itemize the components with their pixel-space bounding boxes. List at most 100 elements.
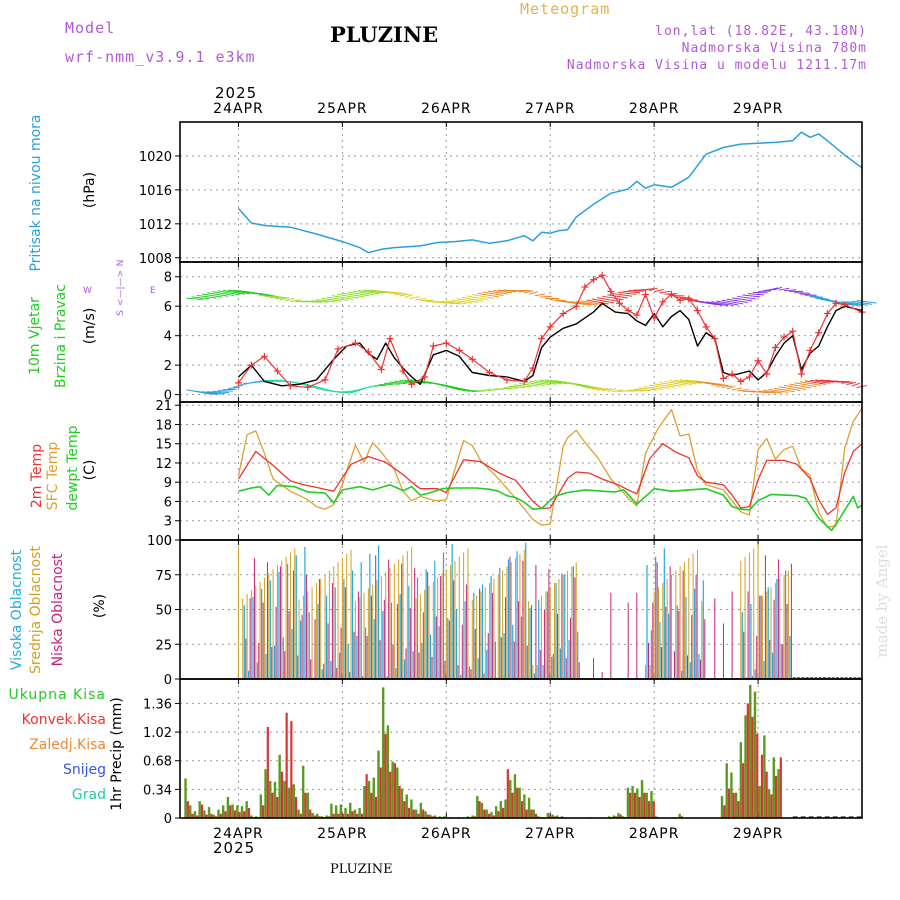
precip-bar-total <box>245 801 248 818</box>
precip-bar-conv <box>511 792 514 818</box>
wind-barb <box>544 379 568 385</box>
wind-gust-marker <box>520 377 528 385</box>
wind-barb <box>648 287 658 292</box>
wind-barb <box>196 390 218 395</box>
precip-bar-total <box>203 810 206 818</box>
wind-barb <box>342 292 365 298</box>
wind-barb <box>778 386 801 392</box>
wind-barb <box>217 390 233 392</box>
legend-total-rain: Ukupna Kisa <box>8 687 106 703</box>
wind-barb <box>539 379 562 385</box>
wind-gust-marker <box>572 302 580 310</box>
wind-barb <box>331 295 354 300</box>
wind-gust-marker <box>641 290 649 298</box>
precip-bar-total <box>749 684 752 818</box>
y-tick-label: 18 <box>155 418 172 433</box>
precip-bar-conv <box>262 805 265 818</box>
wind-barb <box>337 293 360 299</box>
precip-bar-conv <box>313 815 316 818</box>
wind-barb <box>654 288 664 293</box>
precip-bar-total <box>283 780 286 818</box>
day-label-bottom: 29APR <box>733 826 784 842</box>
precip-bar-total <box>250 815 253 818</box>
wind-barb <box>737 295 757 300</box>
wind-barb <box>607 294 628 299</box>
wind-barb <box>742 294 761 298</box>
precip-bar-conv <box>727 788 731 818</box>
wind-gust-marker <box>468 355 476 363</box>
wind-gust-marker <box>745 373 753 381</box>
y-tick-label: 0.68 <box>143 755 172 770</box>
precip-bar-total <box>466 816 470 818</box>
panel-1 <box>175 122 862 262</box>
wind-gust-marker <box>771 343 779 351</box>
precip-bar-total <box>264 769 267 818</box>
wind-barb <box>602 295 624 301</box>
precip-bar-conv <box>266 727 269 818</box>
precip-bar-total <box>367 780 371 818</box>
precip-bar-total <box>631 785 634 818</box>
wind-barb <box>612 389 624 393</box>
wind-barb <box>534 293 546 297</box>
wind-gust-marker <box>607 287 615 295</box>
precip-bar-conv <box>285 712 288 818</box>
precip-bar-total <box>560 816 564 818</box>
y-tick-label: 1008 <box>139 252 172 267</box>
wind-barb <box>446 300 467 305</box>
precip-bar-conv <box>393 763 396 818</box>
wind-barb <box>815 379 835 383</box>
precip-bar-conv <box>356 813 359 818</box>
precip-bar-total <box>226 796 230 818</box>
precip-bar-conv <box>742 763 745 818</box>
wind-gust-marker <box>650 314 658 322</box>
precip-bar-total <box>349 802 352 818</box>
wind-barb <box>487 290 508 295</box>
wind-barb <box>752 391 770 394</box>
wind-gust-marker <box>780 333 788 341</box>
wind-barb <box>773 387 795 393</box>
precip-bar-total <box>339 804 343 818</box>
precip-bar-conv <box>290 721 293 818</box>
wind-gust-marker <box>421 373 429 381</box>
precip-bar-conv <box>643 792 646 818</box>
wind-barb <box>773 286 783 291</box>
elevation-label: Nadmorska Visina 780m <box>681 41 867 56</box>
y-tick-label: 9 <box>164 476 172 491</box>
precip-bar-conv <box>647 801 651 818</box>
wind-barb <box>352 290 375 296</box>
wind-barb <box>228 386 240 390</box>
precip-bar-total <box>419 802 423 818</box>
panel-frame-5 <box>179 678 863 819</box>
precip-bar-total <box>777 769 780 818</box>
precip-bar-total <box>311 812 314 818</box>
wind-barb <box>628 290 644 292</box>
y-tick-label: 12 <box>155 457 172 472</box>
wind-barb <box>633 388 651 392</box>
precip-bar-conv <box>760 754 764 818</box>
precip-bar-conv <box>210 813 213 818</box>
wind-gust-marker <box>260 352 268 360</box>
precip-bar-total <box>767 789 771 818</box>
precip-bar-conv <box>243 811 246 818</box>
wind-barb <box>809 379 831 384</box>
y-tick-label: 1012 <box>139 218 172 233</box>
wind-gust-marker <box>234 379 242 387</box>
wind-gust-marker <box>546 323 554 331</box>
wind-barb <box>404 294 414 298</box>
precip-bar-conv <box>765 771 768 818</box>
precip-bar-total <box>650 791 653 818</box>
wind-barb <box>591 298 614 304</box>
wind-gust-marker <box>304 383 312 391</box>
precip-bar-conv <box>516 787 519 818</box>
wind-barb <box>363 385 373 390</box>
precip-bar-total <box>410 799 413 818</box>
wind-barb <box>477 292 500 298</box>
wind-gust-marker <box>529 364 537 372</box>
precip-bar-conv <box>751 716 754 818</box>
y-tick-label: 2 <box>164 359 172 374</box>
wind-gust-marker <box>486 369 494 377</box>
precip-bar-conv <box>294 796 298 818</box>
pressure-line <box>237 131 863 254</box>
y-tick-label: 0 <box>164 812 172 827</box>
